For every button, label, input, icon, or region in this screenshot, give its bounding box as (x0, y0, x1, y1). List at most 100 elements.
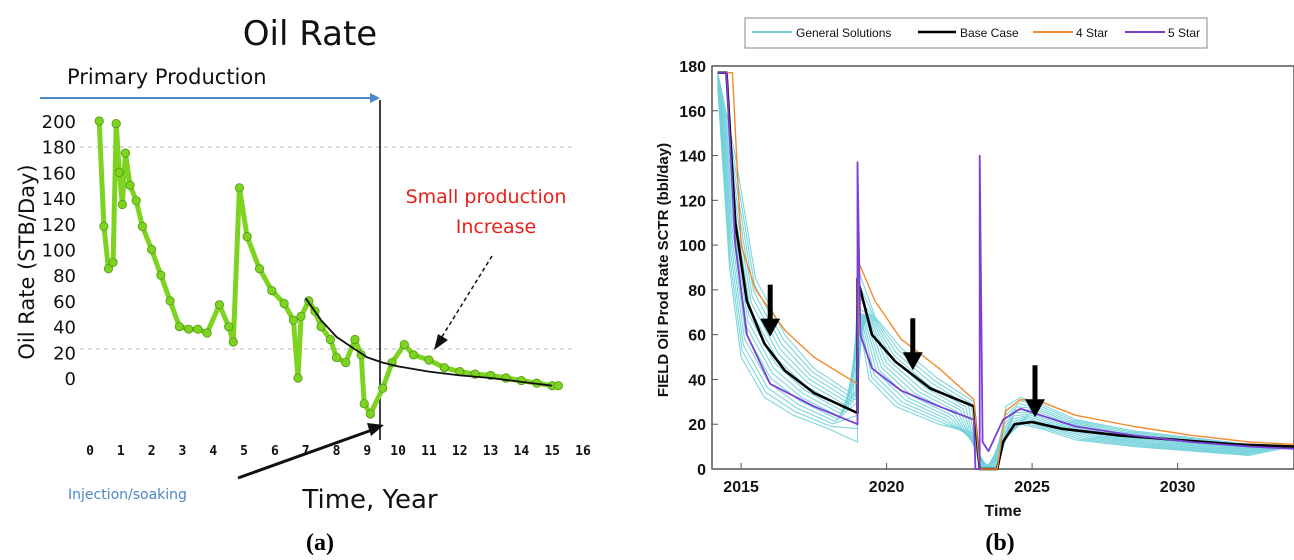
panel-b-field-oil-prod-chart: General Solutions Base Case 4 Star 5 Sta… (655, 17, 1294, 556)
y-tick-label: 0 (65, 369, 76, 390)
oil-rate-point (184, 324, 194, 334)
oil-rate-point (202, 328, 212, 338)
series-line-base-case (717, 71, 1294, 471)
oil-rate-point (114, 167, 124, 177)
oil-rate-point (242, 232, 252, 242)
x-tick-label: 2015 (723, 479, 759, 496)
oil-rate-point (439, 363, 449, 373)
oil-rate-point (108, 257, 118, 267)
oil-rate-point (350, 334, 360, 345)
plot-frame (711, 65, 1294, 470)
oil-rate-point (131, 196, 141, 206)
y-tick-label: 0 (697, 462, 706, 479)
oil-rate-point (117, 199, 127, 210)
legend-label-4star: 4 Star (1076, 26, 1108, 40)
x-tick-label: 3 (179, 444, 187, 459)
general-solution-line (717, 85, 1258, 470)
y-tick-label: 180 (42, 138, 76, 159)
y-tick-label: 20 (53, 343, 76, 364)
y-axis-label: FIELD Oil Prod Rate SCTR (bbl/day) (655, 143, 672, 397)
down-arrow-head (760, 318, 781, 337)
y-tick-label: 100 (679, 238, 706, 255)
y-tick-label: 140 (42, 189, 76, 210)
x-tick-label: 10 (390, 444, 406, 459)
oil-rate-point (120, 148, 131, 158)
legend-label-general: General Solutions (796, 26, 891, 40)
general-solution-line (717, 76, 1284, 470)
oil-rate-point (234, 183, 245, 193)
injection-arrow (237, 428, 373, 480)
y-tick-label: 40 (53, 318, 76, 339)
y-tick-label: 120 (679, 193, 706, 210)
x-tick-label: 13 (483, 444, 499, 459)
general-solution-line (717, 83, 1264, 471)
y-tick-label: 140 (679, 149, 706, 166)
x-tick-label: 2020 (869, 479, 905, 496)
oil-rate-point (553, 381, 563, 391)
oil-rate-point (137, 221, 147, 231)
oil-rate-point (316, 321, 326, 332)
y-tick-label: 180 (679, 59, 706, 76)
y-tick-label: 160 (679, 104, 706, 121)
oil-rate-point (125, 180, 135, 190)
oil-rate-point (224, 321, 234, 332)
oil-rate-point (94, 116, 104, 126)
oil-rate-point (254, 264, 265, 274)
oil-rate-point (267, 286, 277, 296)
x-axis-label: Time, Year (301, 485, 438, 515)
general-solution-line (717, 72, 1294, 470)
oil-rate-point (165, 296, 175, 306)
decline-trend-line (304, 297, 553, 387)
down-arrow-head (902, 352, 923, 371)
x-tick-label: 2025 (1014, 479, 1050, 496)
oil-rate-point (359, 399, 369, 409)
x-tick-label: 8 (333, 444, 341, 459)
y-tick-label: 60 (53, 292, 76, 313)
oil-rate-point (279, 298, 289, 309)
general-solution-line (717, 75, 1288, 470)
y-axis-label: Oil Rate (STB/Day) (15, 164, 39, 359)
y-tick-label: 120 (42, 215, 76, 236)
series-line-5-star (717, 71, 1294, 470)
x-tick-labels: 0 1 2 3 4 5 6 7 8 9 10 11 12 13 14 15 16 (86, 444, 591, 459)
oil-rate-point (174, 321, 184, 332)
panel-a-oil-rate-chart: Oil Rate Primary Production Oil Rate (ST… (15, 14, 591, 556)
y-tick-label: 80 (688, 283, 706, 300)
x-tick-label: 5 (240, 444, 248, 459)
oil-rate-point (103, 264, 114, 274)
general-solution-line (717, 84, 1261, 471)
y-tick-label: 60 (688, 328, 706, 345)
primary-production-label: Primary Production (67, 65, 267, 89)
chart-title: Oil Rate (243, 14, 377, 54)
increase-arrowhead (434, 334, 448, 350)
x-axis-label: Time (984, 503, 1021, 520)
oil-rate-point (156, 270, 166, 280)
oil-rate-point (516, 375, 526, 386)
x-tick-label: 2 (148, 444, 156, 459)
oil-rate-point (378, 383, 388, 393)
oil-rate-point (111, 118, 121, 129)
x-tick-label: 15 (544, 444, 560, 459)
x-tick-label: 14 (514, 444, 530, 459)
oil-rate-point (331, 352, 342, 363)
down-arrow-head (1025, 399, 1046, 418)
oil-rate-point (214, 300, 225, 310)
x-tick-label: 16 (575, 444, 591, 459)
y-tick-label: 20 (688, 417, 706, 434)
oil-rate-point (325, 334, 335, 345)
x-tick-label: 7 (302, 444, 310, 459)
oil-rate-point (399, 339, 409, 350)
x-tick-label: 4 (209, 444, 217, 459)
general-solution-line (717, 87, 1254, 470)
general-solution-line (717, 82, 1268, 471)
oil-rate-point (193, 324, 203, 334)
oil-rate-point (288, 315, 298, 325)
x-tick-label: 1 (117, 444, 125, 459)
x-tick-label: 0 (86, 444, 94, 459)
general-solutions-band (717, 72, 1294, 471)
x-tick-label: 12 (452, 444, 468, 459)
general-solution-line (717, 73, 1291, 470)
oil-rate-point (147, 244, 157, 255)
legend: General Solutions Base Case 4 Star 5 Sta… (744, 17, 1208, 49)
